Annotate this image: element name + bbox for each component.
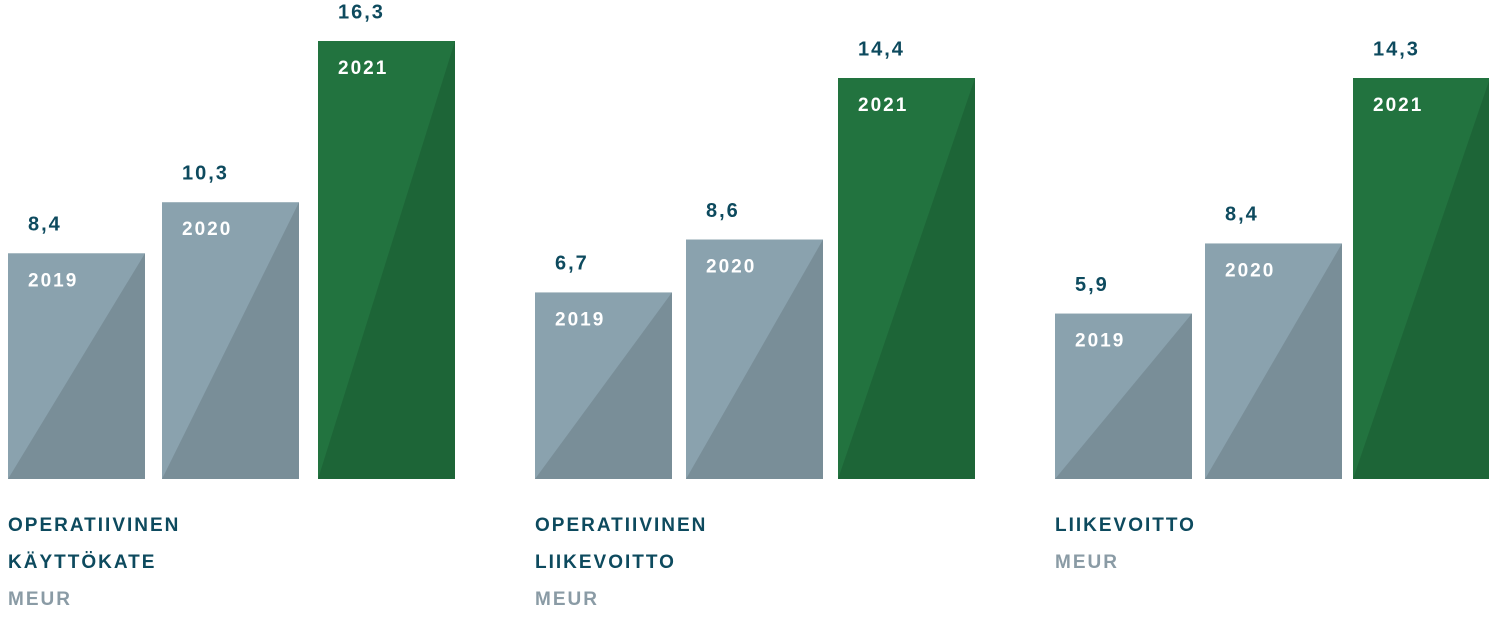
value-label: 14,3 xyxy=(1373,38,1420,60)
value-label: 8,4 xyxy=(1225,204,1259,226)
bar xyxy=(8,253,145,479)
category-label: 2021 xyxy=(338,58,388,79)
value-label: 6,7 xyxy=(555,253,589,275)
bar xyxy=(686,239,823,479)
chart-subtitle: MEUR xyxy=(1055,552,1119,573)
value-label: 8,4 xyxy=(28,214,62,236)
bar xyxy=(1205,243,1342,479)
value-label: 16,3 xyxy=(338,1,385,23)
category-label: 2020 xyxy=(706,257,756,278)
chart-title: OPERATIIVINEN LIIKEVOITTO MEUR xyxy=(535,507,765,618)
bar xyxy=(1055,313,1192,479)
category-label: 2019 xyxy=(1075,331,1125,352)
category-label: 2021 xyxy=(858,95,908,116)
value-label: 8,6 xyxy=(706,200,740,222)
value-label: 10,3 xyxy=(182,163,229,185)
value-label: 14,4 xyxy=(858,38,905,60)
value-label: 5,9 xyxy=(1075,274,1109,296)
category-label: 2020 xyxy=(1225,260,1275,281)
bar-shade xyxy=(1055,313,1192,479)
bar xyxy=(535,292,672,479)
category-label: 2020 xyxy=(182,219,232,240)
category-label: 2019 xyxy=(28,270,78,291)
bar-shade xyxy=(8,253,145,479)
chart-title: OPERATIIVINEN KÄYTTÖKATE MEUR xyxy=(8,507,238,618)
bar-shade xyxy=(1205,243,1342,479)
bar-shade xyxy=(535,292,672,479)
bar xyxy=(1353,78,1489,479)
category-label: 2021 xyxy=(1373,95,1423,116)
bar-shade xyxy=(838,78,975,479)
category-label: 2019 xyxy=(555,309,605,330)
chart-subtitle: MEUR xyxy=(535,589,599,610)
bar xyxy=(318,41,455,479)
chart-subtitle: MEUR xyxy=(8,589,72,610)
bar xyxy=(162,202,299,479)
bar-shade xyxy=(1353,80,1489,479)
chart-title: LIIKEVOITTO MEUR xyxy=(1055,507,1285,581)
bar xyxy=(838,78,975,479)
bar-shade xyxy=(686,239,823,479)
bar-shade xyxy=(162,202,299,479)
bar-shade xyxy=(318,41,455,479)
